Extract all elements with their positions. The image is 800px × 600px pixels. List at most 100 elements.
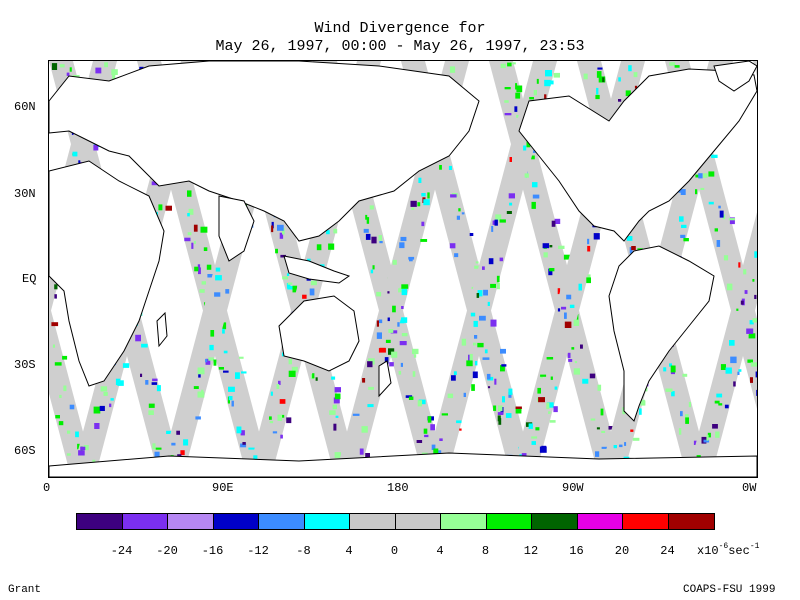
greenland bbox=[713, 61, 757, 92]
divergence-speck bbox=[587, 245, 591, 252]
divergence-speck bbox=[589, 373, 596, 379]
divergence-speck bbox=[473, 342, 477, 346]
divergence-speck bbox=[473, 320, 478, 327]
divergence-speck bbox=[553, 72, 560, 78]
divergence-speck bbox=[497, 415, 501, 422]
divergence-speck bbox=[506, 211, 512, 214]
divergence-speck bbox=[62, 355, 68, 360]
divergence-speck bbox=[500, 348, 506, 354]
divergence-speck bbox=[238, 356, 244, 359]
divergence-speck bbox=[469, 353, 473, 361]
divergence-speck bbox=[154, 451, 160, 458]
divergence-speck bbox=[359, 448, 364, 455]
divergence-speck bbox=[180, 450, 185, 456]
divergence-speck bbox=[240, 443, 247, 448]
divergence-speck bbox=[288, 370, 296, 377]
divergence-speck bbox=[365, 214, 368, 220]
divergence-speck bbox=[449, 243, 456, 249]
divergence-speck bbox=[291, 366, 298, 373]
divergence-speck bbox=[59, 394, 62, 398]
divergence-speck bbox=[421, 221, 425, 227]
divergence-speck bbox=[331, 376, 336, 380]
divergence-speck bbox=[546, 357, 554, 360]
divergence-speck bbox=[222, 322, 227, 330]
divergence-speck bbox=[449, 66, 456, 73]
divergence-speck bbox=[680, 189, 686, 195]
divergence-speck bbox=[515, 406, 522, 409]
divergence-speck bbox=[59, 64, 65, 68]
divergence-speck bbox=[210, 330, 215, 337]
divergence-speck bbox=[225, 289, 230, 294]
divergence-speck bbox=[726, 283, 733, 291]
divergence-speck bbox=[400, 362, 403, 367]
divergence-speck bbox=[409, 258, 413, 262]
divergence-speck bbox=[288, 358, 292, 365]
divergence-speck bbox=[670, 371, 675, 375]
divergence-speck bbox=[716, 393, 723, 398]
divergence-speck bbox=[122, 363, 130, 368]
divergence-speck bbox=[448, 165, 452, 170]
color-swatch-4 bbox=[259, 514, 305, 529]
divergence-speck bbox=[401, 317, 408, 323]
divergence-speck bbox=[206, 264, 212, 270]
divergence-speck bbox=[600, 408, 604, 416]
color-scale-label: 12 bbox=[523, 544, 539, 558]
divergence-speck bbox=[200, 226, 208, 233]
divergence-speck bbox=[508, 193, 515, 199]
divergence-speck bbox=[188, 208, 194, 215]
divergence-speck bbox=[499, 257, 504, 262]
divergence-speck bbox=[486, 373, 491, 380]
divergence-speck bbox=[497, 412, 504, 415]
divergence-speck bbox=[466, 360, 473, 367]
divergence-speck bbox=[236, 426, 242, 434]
divergence-speck bbox=[700, 187, 705, 190]
divergence-speck bbox=[54, 284, 58, 290]
color-scale-label: 8 bbox=[481, 544, 490, 558]
divergence-speck bbox=[494, 219, 498, 226]
divergence-speck bbox=[63, 385, 67, 392]
divergence-speck bbox=[685, 414, 689, 420]
divergence-speck bbox=[151, 382, 158, 385]
eurasia bbox=[49, 61, 480, 242]
divergence-speck bbox=[479, 315, 486, 321]
divergence-speck bbox=[714, 228, 718, 232]
divergence-speck bbox=[632, 437, 640, 441]
divergence-speck bbox=[618, 77, 621, 82]
divergence-speck bbox=[272, 431, 278, 434]
divergence-speck bbox=[707, 432, 711, 438]
divergence-speck bbox=[439, 438, 443, 441]
divergence-speck bbox=[271, 225, 274, 233]
divergence-speck bbox=[683, 238, 689, 242]
divergence-speck bbox=[523, 145, 527, 151]
divergence-speck bbox=[103, 392, 108, 396]
divergence-speck bbox=[509, 157, 512, 162]
divergence-speck bbox=[450, 194, 457, 198]
divergence-speck bbox=[703, 439, 710, 443]
divergence-speck bbox=[335, 415, 339, 418]
divergence-speck bbox=[458, 208, 461, 212]
divergence-speck bbox=[369, 205, 374, 210]
color-scale-label: -8 bbox=[296, 544, 311, 558]
divergence-speck bbox=[352, 413, 360, 416]
divergence-speck bbox=[110, 398, 114, 401]
divergence-speck bbox=[601, 446, 608, 449]
divergence-speck bbox=[69, 404, 75, 410]
divergence-speck bbox=[490, 319, 497, 327]
divergence-speck bbox=[744, 290, 748, 294]
divergence-speck bbox=[596, 87, 599, 95]
divergence-speck bbox=[544, 94, 547, 100]
divergence-speck bbox=[729, 217, 735, 225]
divergence-speck bbox=[547, 80, 554, 85]
divergence-speck bbox=[509, 202, 513, 206]
divergence-speck bbox=[401, 288, 408, 296]
color-scale-label: -16 bbox=[201, 544, 224, 558]
color-swatch-1 bbox=[122, 514, 168, 529]
divergence-speck bbox=[728, 218, 736, 221]
divergence-speck bbox=[215, 275, 222, 281]
divergence-speck bbox=[547, 402, 554, 408]
divergence-speck bbox=[736, 308, 739, 311]
color-scale-label: 4 bbox=[436, 544, 444, 558]
swath-band bbox=[687, 212, 757, 477]
divergence-speck bbox=[316, 244, 322, 251]
divergence-speck bbox=[454, 253, 459, 258]
